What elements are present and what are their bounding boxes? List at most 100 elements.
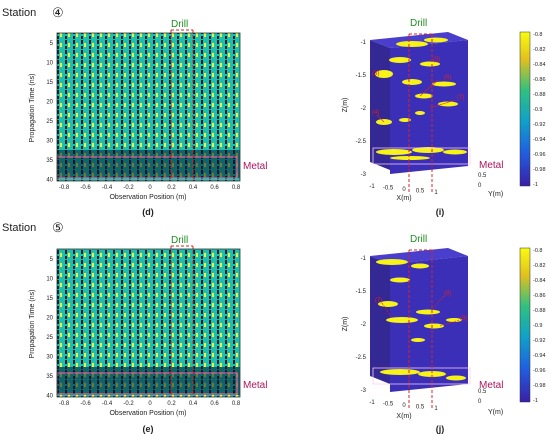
colorbar: -0.8 -0.82 -0.84 -0.86 -0.88 -0.9 -0.92 -0.94 -0… [519, 31, 546, 188]
x-tick-label: -0.4 [102, 185, 113, 191]
colorbar: -0.8 -0.82 -0.84 -0.86 -0.88 -0.9 -0.92 -0.94 -0… [519, 247, 546, 404]
y-tick-label: 15 [46, 296, 53, 302]
x-axis-label: X(m) [396, 413, 411, 420]
colorbar-tick-label: -0.82 [533, 47, 546, 53]
metal-reflection-band [57, 150, 240, 178]
station-number: ④ [52, 5, 64, 20]
x-tick-label: -0.2 [123, 185, 134, 191]
colorbar-tick-label: -0.98 [533, 167, 546, 173]
y-tick-label: 0 [478, 183, 482, 189]
colorbar-tick-labels: -0.8 -0.82 -0.84 -0.86 -0.88 -0.9 -0.92 -0.94 -0… [533, 32, 546, 188]
x-tick-labels: -0.8 -0.6 -0.4 -0.2 0 0.2 0.4 0.6 0.8 [59, 185, 241, 191]
metal-label: Metal [479, 160, 503, 171]
z-tick-label: -1.5 [356, 73, 367, 79]
x-tick-label: -0.6 [80, 185, 91, 191]
panel-letter: (j) [436, 424, 445, 434]
radargram-panel-d: Drill Metal 5 10 15 20 25 30 35 40 -0.8 -0.6 -0.4… [29, 19, 267, 217]
colorbar-tick-label: -0.94 [533, 353, 546, 359]
z-tick-labels: -1 -1.5 -2 -2.5 -3 [356, 256, 367, 394]
radargram-panel-e: Drill Metal 5 10 15 20 25 30 35 40 -0.8 -0.6 -0.4… [29, 235, 267, 434]
colorbar-tick-label: -0.86 [533, 293, 546, 299]
metal-box [372, 367, 471, 385]
x-tick-label: 0.2 [167, 185, 176, 191]
colorbar-tick-label: -0.98 [533, 383, 546, 389]
drill-label: Drill [171, 235, 188, 246]
y-tick-labels: 5 10 15 20 25 30 35 40 [46, 41, 53, 184]
annotation-label: (7) [457, 95, 464, 101]
annotation-label: (6) [444, 75, 451, 81]
z-tick-labels: -1 -1.5 -2 -2.5 -3 [356, 40, 367, 178]
y-tick-label: 0.5 [478, 173, 487, 179]
x-tick-label: -0.4 [102, 401, 113, 407]
x-tick-label: 0.6 [210, 185, 219, 191]
reflector-blobs [376, 259, 466, 381]
y-tick-label: 20 [46, 100, 53, 106]
colorbar-tick-label: -0.8 [533, 32, 542, 38]
colorbar-tick-label: -1 [533, 398, 538, 404]
colorbar-gradient [519, 31, 531, 187]
x-tick-labels: -0.8 -0.6 -0.4 -0.2 0 0.2 0.4 0.6 0.8 [59, 401, 241, 407]
z-tick-label: -1 [361, 40, 367, 46]
y-tick-label: 30 [46, 355, 53, 361]
x-tick-label: 0 [148, 185, 152, 191]
y-tick-label: 30 [46, 139, 53, 145]
reflector-blobs [375, 37, 467, 160]
annotation-label: (3) [372, 71, 379, 77]
colorbar-tick-label: -0.88 [533, 92, 546, 98]
colorbar-tick-label: -0.8 [533, 248, 542, 254]
x-tick-label: 0.6 [210, 401, 219, 407]
y-tick-label: 10 [46, 277, 53, 283]
x-tick-label: 1 [434, 190, 438, 196]
z-axis-label: Z(m) [342, 317, 349, 332]
reflector-annotations: (5) (3) (6) (7) (4) [372, 57, 464, 123]
z-tick-label: -2.5 [356, 355, 367, 361]
annotation-label: (9) [460, 316, 467, 322]
x-axis-label: Observation Position (m) [109, 410, 186, 417]
x-tick-label: 0.8 [232, 401, 241, 407]
x-axis-label: Observation Position (m) [109, 194, 186, 201]
panel-letter: (d) [142, 207, 154, 217]
y-tick-label: 0.5 [478, 389, 487, 395]
metal-label: Metal [479, 380, 503, 391]
y-tick-label: 40 [46, 178, 53, 184]
colorbar-gradient [519, 247, 531, 403]
volume-top-face [370, 32, 468, 48]
z-tick-label: -3 [361, 172, 367, 178]
y-tick-label: 40 [46, 394, 53, 400]
z-tick-label: -1 [361, 256, 367, 262]
x-tick-label: -1 [369, 184, 375, 190]
annotation-label: (8) [444, 291, 451, 297]
colorbar-tick-label: -0.86 [533, 77, 546, 83]
y-axis-label: Y(m) [488, 191, 503, 198]
colorbar-tick-label: -1 [533, 182, 538, 188]
y-tick-labels: 5 10 15 20 25 30 35 40 [46, 257, 53, 400]
x-tick-labels: -1 -0.5 0 0.5 1 [369, 400, 438, 412]
colorbar-tick-label: -0.84 [533, 62, 546, 68]
z-axis-label: Z(m) [342, 98, 349, 113]
station-number: ⑤ [52, 220, 64, 235]
volume-panel-i: Drill Metal (5) (3) (6) (7) (4) -1 -1.5 -2… [342, 18, 503, 217]
x-tick-label: -0.5 [383, 402, 394, 408]
colorbar-tick-label: -0.9 [533, 323, 542, 329]
plot-frame [56, 248, 241, 398]
colorbar-tick-label: -0.9 [533, 107, 542, 113]
z-tick-label: -2.5 [356, 139, 367, 145]
z-tick-label: -2 [361, 106, 367, 112]
y-axis-label: Propagation Time (ns) [29, 290, 36, 359]
metal-box [372, 147, 471, 165]
metal-reflection-band [57, 367, 240, 395]
colorbar-tick-label: -0.88 [533, 308, 546, 314]
y-tick-labels: 0.50 [478, 389, 487, 405]
x-tick-labels: -1 -0.5 0 0.5 1 [369, 184, 438, 196]
colorbar-tick-label: -0.82 [533, 263, 546, 269]
drill-label: Drill [410, 18, 427, 29]
plot-frame [56, 32, 241, 182]
volume-left-face [370, 256, 390, 384]
z-tick-label: -1.5 [356, 289, 367, 295]
colorbar-tick-label: -0.96 [533, 368, 546, 374]
drill-label: Drill [410, 234, 427, 245]
z-tick-label: -3 [361, 388, 367, 394]
x-tick-label: -0.8 [59, 401, 70, 407]
annotation-label: (7) [375, 298, 382, 304]
